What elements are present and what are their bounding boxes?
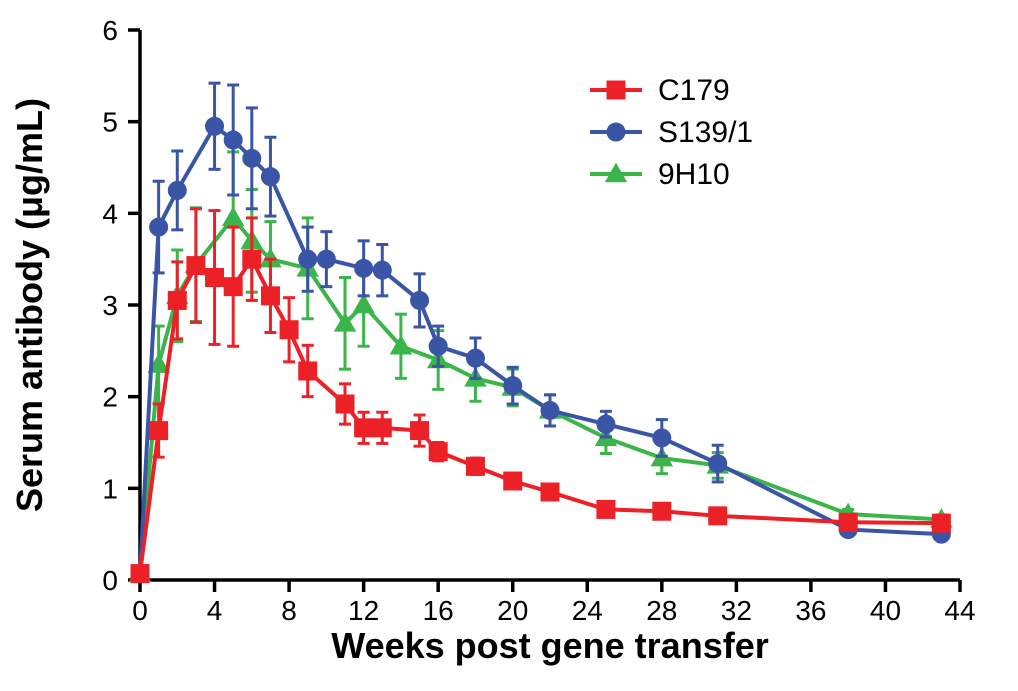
svg-text:2: 2 [102, 382, 118, 413]
legend-label: S139/1 [658, 116, 753, 149]
svg-text:12: 12 [348, 595, 379, 626]
svg-text:20: 20 [497, 595, 528, 626]
svg-text:4: 4 [207, 595, 223, 626]
svg-text:32: 32 [721, 595, 752, 626]
svg-text:6: 6 [102, 15, 118, 46]
svg-text:4: 4 [102, 198, 118, 229]
chart-container: 0481216202428323640440123456Weeks post g… [0, 0, 1018, 691]
svg-text:1: 1 [102, 473, 118, 504]
svg-text:0: 0 [102, 565, 118, 596]
svg-text:5: 5 [102, 107, 118, 138]
svg-text:24: 24 [572, 595, 603, 626]
svg-text:16: 16 [423, 595, 454, 626]
legend-label: 9H10 [658, 158, 730, 191]
svg-text:28: 28 [646, 595, 677, 626]
svg-text:0: 0 [132, 595, 148, 626]
svg-text:3: 3 [102, 290, 118, 321]
svg-text:40: 40 [870, 595, 901, 626]
legend-label: C179 [658, 74, 730, 107]
x-axis-title: Weeks post gene transfer [331, 625, 768, 666]
svg-text:36: 36 [795, 595, 826, 626]
y-axis-title: Serum antibody (μg/mL) [9, 98, 50, 512]
svg-text:44: 44 [944, 595, 975, 626]
svg-text:8: 8 [281, 595, 297, 626]
chart-svg: 0481216202428323640440123456Weeks post g… [0, 0, 1018, 691]
